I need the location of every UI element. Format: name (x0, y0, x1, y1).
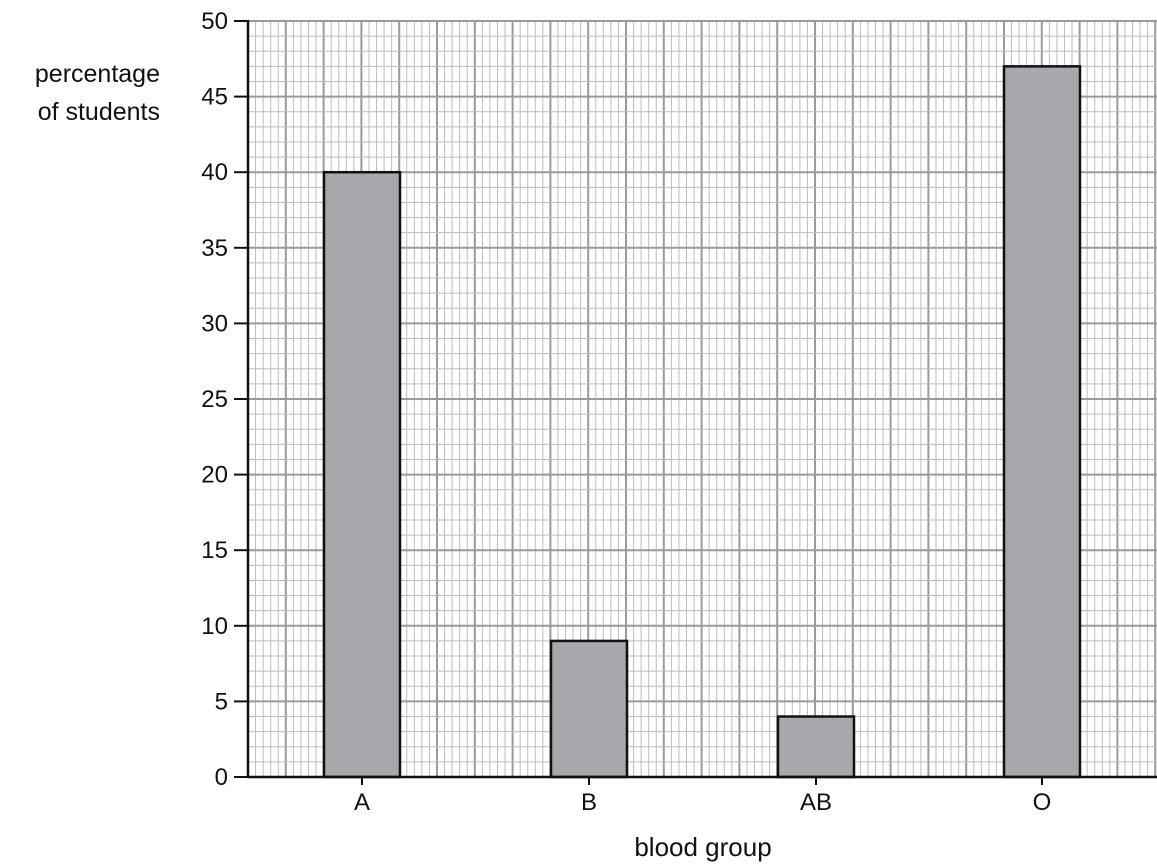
chart-axes (234, 20, 1157, 785)
y-tick-label: 5 (215, 688, 228, 715)
y-tick-label: 35 (201, 235, 228, 262)
y-tick-label: 15 (201, 537, 228, 564)
x-tick-label-a: A (354, 789, 370, 816)
bar-a (322, 170, 402, 779)
x-axis-label: blood group (634, 832, 771, 862)
y-tick-label: 20 (201, 462, 228, 489)
x-tick-label-o: O (1033, 789, 1052, 816)
chart-bars (322, 65, 1082, 779)
y-tick-label: 30 (201, 310, 228, 337)
bar-o (1002, 65, 1082, 779)
chart-labels: percentage of students blood group 0 5 10 1… (35, 8, 1051, 862)
x-tick-label-b: B (581, 789, 597, 816)
y-tick-label: 45 (201, 84, 228, 111)
y-tick-label: 25 (201, 386, 228, 413)
x-tick-label-ab: AB (800, 789, 832, 816)
y-axis-label-line-1: percentage (35, 60, 160, 88)
y-tick-label: 50 (201, 8, 228, 35)
bar-ab (776, 715, 856, 779)
y-tick-label: 40 (201, 159, 228, 186)
y-tick-label: 0 (215, 764, 228, 791)
y-tick-label: 10 (201, 613, 228, 640)
y-axis-label-line-2: of students (38, 98, 160, 126)
bar-b (549, 639, 629, 779)
